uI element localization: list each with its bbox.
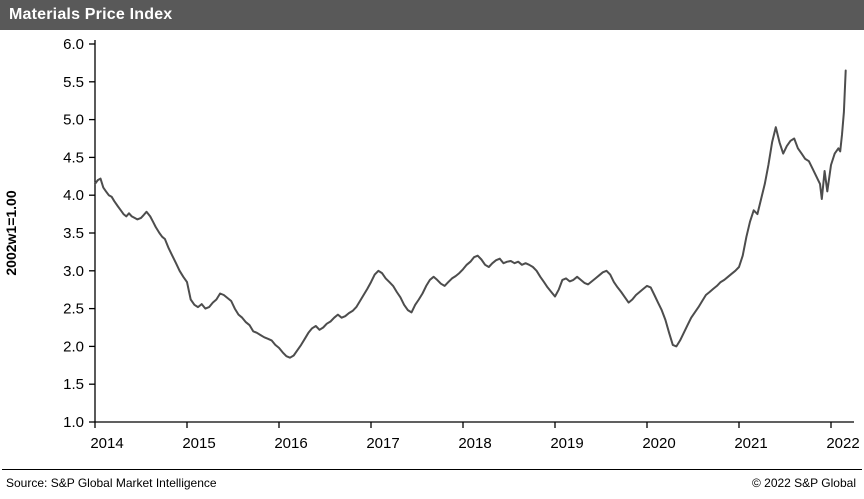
data-series-line <box>94 69 847 359</box>
y-tick-label: 3.5 <box>63 225 84 242</box>
y-tick-label: 5.0 <box>63 112 84 129</box>
x-tick-label: 2018 <box>458 435 491 452</box>
y-tick-label: 3.0 <box>63 263 84 280</box>
y-tick-label: 2.0 <box>63 338 84 355</box>
x-tick-label: 2022 <box>826 435 859 452</box>
x-tick-label: 2021 <box>734 435 767 452</box>
chart-area: 1.0 1.5 2.0 2.5 3.0 3.5 4.0 4.5 5.0 5.5 6.0 2014 201… <box>0 30 864 467</box>
y-tick-label: 2.5 <box>63 301 84 318</box>
y-tick-label: 1.5 <box>63 376 84 393</box>
price-index-line-chart: 1.0 1.5 2.0 2.5 3.0 3.5 4.0 4.5 5.0 5.5 6.0 2014 201… <box>3 36 860 452</box>
chart-title: Materials Price Index <box>9 6 173 23</box>
x-tick-label: 2015 <box>182 435 215 452</box>
x-tick-label: 2014 <box>90 435 123 452</box>
x-tick-label: 2017 <box>366 435 399 452</box>
y-tick-label: 5.5 <box>63 74 84 91</box>
x-tick-label: 2016 <box>274 435 307 452</box>
y-tick-label: 4.5 <box>63 149 84 166</box>
y-tick-label: 1.0 <box>63 414 84 431</box>
y-axis-title: 2002w1=1.00 <box>3 190 19 275</box>
title-bar: Materials Price Index <box>0 0 864 30</box>
x-tick-label: 2019 <box>550 435 583 452</box>
copyright-text: © 2022 S&P Global <box>751 475 856 490</box>
source-text: Source: S&P Global Market Intelligence <box>6 475 217 490</box>
y-tick-label: 4.0 <box>63 187 84 204</box>
x-tick-label: 2020 <box>642 435 675 452</box>
footer: Source: S&P Global Market Intelligence ©… <box>2 469 862 499</box>
y-tick-label: 6.0 <box>63 36 84 53</box>
